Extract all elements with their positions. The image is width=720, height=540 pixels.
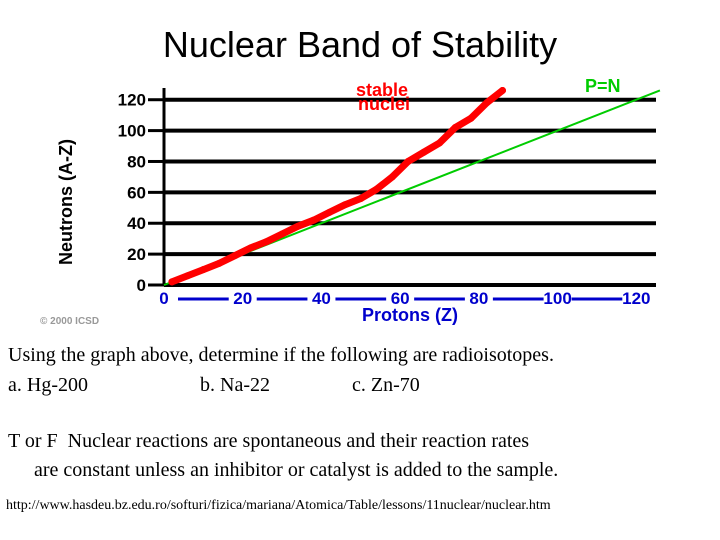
- option-c: c. Zn-70: [352, 374, 420, 396]
- stable-nucleus-point: [373, 185, 381, 193]
- stable-nucleus-point: [357, 195, 365, 203]
- stable-nucleus-point: [388, 173, 396, 181]
- y-tick-label: 20: [127, 245, 146, 264]
- stable-nucleus-point: [451, 124, 459, 132]
- stable-nucleus-point: [420, 148, 428, 156]
- legend-stable-line1: stable: [356, 80, 408, 100]
- x-tick-label: 40: [312, 289, 331, 308]
- stable-nuclei-band: [168, 87, 506, 286]
- option-b: b. Na-22: [200, 374, 270, 396]
- stable-nucleus-point: [325, 208, 333, 216]
- stable-nucleus-point: [184, 272, 192, 280]
- x-axis-label: Protons (Z): [362, 305, 458, 325]
- y-axis-label: Neutrons (A-Z): [56, 139, 76, 265]
- y-tick-label: 40: [127, 214, 146, 233]
- question-2-line-2: are constant unless an inhibitor or cata…: [34, 459, 559, 481]
- stable-nucleus-point: [436, 139, 444, 147]
- y-tick-label: 60: [127, 183, 146, 202]
- x-tick-label: 100: [543, 289, 571, 308]
- stable-nucleus-point: [310, 216, 318, 224]
- y-tick-label: 120: [118, 91, 146, 110]
- y-tick-label: 80: [127, 152, 146, 171]
- x-tick-label: 60: [391, 289, 410, 308]
- stable-nucleus-point: [168, 278, 176, 286]
- x-tick-label: 20: [233, 289, 252, 308]
- stability-chart: © 2000 ICSD 0 20 40 60 80 100 120 0 20 40 60 80 100 1…: [40, 76, 661, 327]
- stable-nucleus-point: [294, 222, 302, 230]
- slide-title: Nuclear Band of Stability: [162, 24, 558, 65]
- source-link[interactable]: http://www.hasdeu.bz.edu.ro/softuri/fizi…: [6, 498, 551, 513]
- stable-nucleus-point: [247, 244, 255, 252]
- legend-p-equals-n: P=N: [585, 76, 621, 96]
- question-1-text: Using the graph above, determine if the …: [8, 344, 554, 366]
- x-tick-label: 120: [622, 289, 650, 308]
- stable-nucleus-point: [467, 114, 475, 122]
- stable-nucleus-point: [231, 252, 239, 260]
- y-tick-label: 0: [137, 276, 146, 295]
- x-tick-label: 80: [469, 289, 488, 308]
- y-tick-label: 100: [118, 122, 146, 141]
- option-a: a. Hg-200: [8, 374, 88, 396]
- stable-nucleus-point: [341, 201, 349, 209]
- copyright-text: © 2000 ICSD: [40, 316, 99, 327]
- question-2-line-1: T or F Nuclear reactions are spontaneous…: [8, 430, 530, 452]
- x-tick-label: 0: [159, 289, 168, 308]
- stable-nucleus-point: [278, 230, 286, 238]
- legend-stable-line2: nuclei: [358, 94, 410, 114]
- stable-nucleus-point: [404, 157, 412, 165]
- stable-nucleus-point: [262, 238, 270, 246]
- stable-nucleus-point: [498, 86, 506, 94]
- stable-nucleus-point: [199, 266, 207, 274]
- stable-nucleus-point: [215, 259, 223, 267]
- stable-nucleus-point: [483, 99, 491, 107]
